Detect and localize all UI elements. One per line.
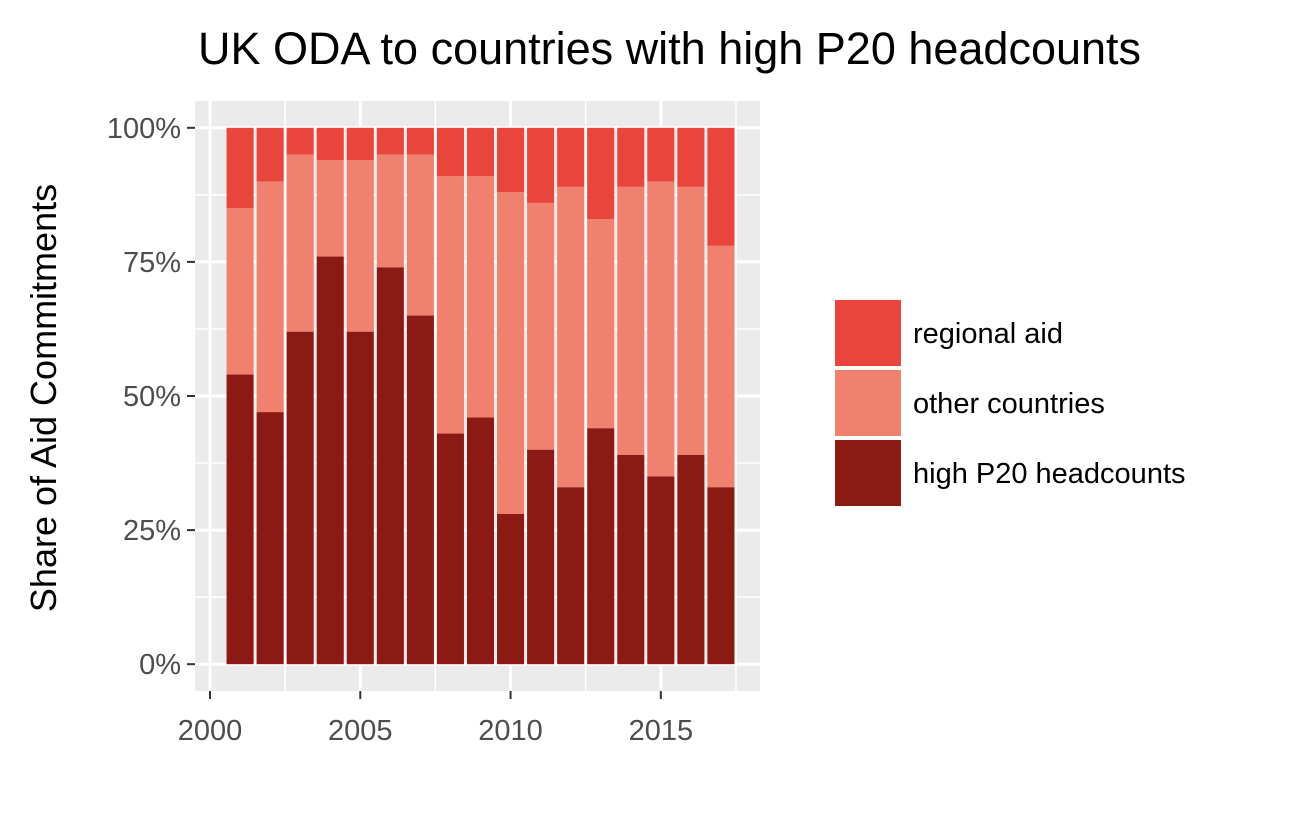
bar-2009-series-1 bbox=[466, 176, 495, 418]
bar-2006-series-1 bbox=[376, 154, 404, 268]
bar-2017-series-1 bbox=[707, 245, 735, 488]
bar-2007-series-2 bbox=[406, 127, 434, 155]
bar-2011-series-2 bbox=[527, 127, 555, 203]
bar-2002-series-0 bbox=[256, 412, 284, 665]
bar-2012-series-2 bbox=[557, 127, 585, 187]
x-tick-label-0: 2000 bbox=[178, 715, 243, 747]
x-axis: 2000 2005 2010 2015 bbox=[178, 691, 693, 747]
bar-2003-series-1 bbox=[286, 154, 314, 332]
legend-label-1: other countries bbox=[913, 388, 1105, 420]
bar-2010-series-2 bbox=[497, 127, 525, 193]
bar-2011-series-1 bbox=[527, 202, 555, 450]
bar-2003-series-2 bbox=[286, 127, 314, 155]
legend-label-0: regional aid bbox=[913, 318, 1063, 350]
y-tick-label-4: 100% bbox=[107, 113, 181, 145]
bar-2017-series-0 bbox=[707, 487, 735, 665]
y-tick-label-1: 25% bbox=[123, 515, 181, 547]
bar-2012-series-1 bbox=[557, 186, 585, 488]
y-axis-label: Share of Aid Commitments bbox=[23, 184, 64, 612]
bar-2009-series-0 bbox=[466, 417, 495, 665]
bar-2013-series-1 bbox=[587, 219, 615, 429]
bar-2005-series-0 bbox=[346, 331, 374, 665]
bar-2005-series-2 bbox=[346, 127, 374, 160]
bar-2009-series-2 bbox=[466, 127, 495, 177]
bar-2003-series-0 bbox=[286, 331, 314, 665]
bar-2014-series-2 bbox=[617, 127, 645, 187]
y-tick-label-2: 50% bbox=[123, 381, 181, 413]
bar-2012-series-0 bbox=[557, 487, 585, 665]
bar-2006-series-0 bbox=[376, 267, 404, 665]
chart-title: UK ODA to countries with high P20 headco… bbox=[198, 23, 1141, 74]
y-axis: 0% 25% 50% 75% 100% bbox=[107, 113, 195, 681]
bar-2016-series-2 bbox=[677, 127, 705, 187]
bar-2007-series-1 bbox=[406, 154, 434, 316]
bar-2014-series-1 bbox=[617, 186, 645, 455]
bar-2013-series-2 bbox=[587, 127, 615, 219]
bar-2014-series-0 bbox=[617, 455, 645, 665]
bar-2001-series-1 bbox=[226, 208, 254, 375]
bar-2011-series-0 bbox=[527, 449, 555, 665]
bar-2015-series-2 bbox=[647, 127, 675, 182]
bar-2005-series-1 bbox=[346, 160, 374, 332]
bar-2004-series-0 bbox=[316, 256, 344, 665]
y-tick-label-3: 75% bbox=[123, 247, 181, 279]
bar-2008-series-2 bbox=[436, 127, 464, 177]
legend-label-2: high P20 headcounts bbox=[913, 458, 1186, 490]
bar-2015-series-0 bbox=[647, 476, 675, 665]
x-tick-label-1: 2005 bbox=[328, 715, 393, 747]
x-tick-label-2: 2010 bbox=[478, 715, 543, 747]
bar-2006-series-2 bbox=[376, 127, 404, 155]
bar-2013-series-0 bbox=[587, 428, 615, 665]
bar-2008-series-1 bbox=[436, 176, 464, 434]
bar-2004-series-1 bbox=[316, 160, 344, 257]
bar-2016-series-1 bbox=[677, 186, 705, 455]
bar-2007-series-0 bbox=[406, 315, 434, 665]
legend-key-0 bbox=[835, 300, 901, 366]
bar-2010-series-1 bbox=[497, 192, 525, 514]
bar-2004-series-2 bbox=[316, 127, 344, 160]
bar-2001-series-0 bbox=[226, 374, 254, 665]
x-tick-label-3: 2015 bbox=[629, 715, 694, 747]
bar-2017-series-2 bbox=[707, 127, 735, 246]
bar-2002-series-2 bbox=[256, 127, 284, 182]
bar-2002-series-1 bbox=[256, 181, 284, 413]
bar-2016-series-0 bbox=[677, 455, 705, 665]
bar-2010-series-0 bbox=[497, 514, 525, 665]
legend-key-2 bbox=[835, 440, 901, 506]
legend-key-1 bbox=[835, 370, 901, 436]
y-tick-label-0: 0% bbox=[139, 649, 181, 681]
legend: regional aid other countries high P20 head… bbox=[835, 300, 1186, 506]
bar-2015-series-1 bbox=[647, 181, 675, 477]
bar-2008-series-0 bbox=[436, 433, 464, 665]
bars bbox=[226, 127, 735, 665]
bar-2001-series-2 bbox=[226, 127, 254, 209]
